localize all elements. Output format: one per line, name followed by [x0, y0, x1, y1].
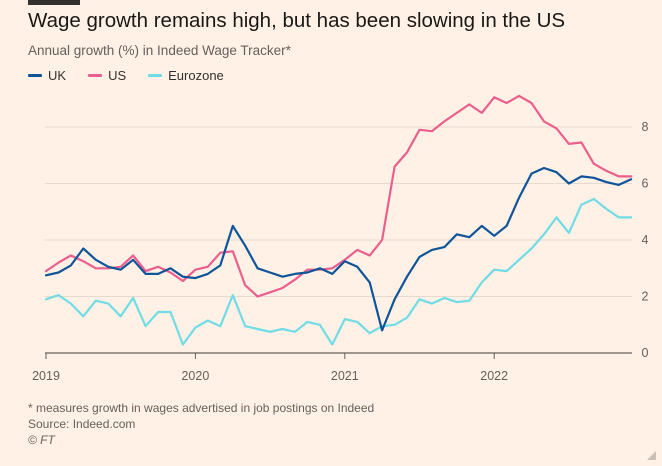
resize-handle-icon — [647, 451, 656, 460]
legend-label-us: US — [108, 67, 127, 83]
legend-label-eurozone: Eurozone — [168, 67, 224, 83]
legend-item-eurozone: Eurozone — [148, 68, 224, 83]
series-line-us — [44, 94, 633, 298]
series-line-eurozone — [44, 197, 633, 346]
legend-swatch-uk — [28, 73, 42, 77]
y-tick-label-4: 4 — [642, 233, 649, 247]
y-tick-label-8: 8 — [642, 120, 649, 134]
legend-item-us: US — [88, 68, 126, 83]
legend-swatch-us — [88, 73, 103, 77]
source-line: Source: Indeed.com — [28, 417, 136, 431]
x-tick-label-2020: 2020 — [181, 369, 209, 383]
y-tick-label-0: 0 — [642, 346, 649, 360]
x-tick-label-2019: 2019 — [32, 369, 60, 383]
legend-swatch-eurozone — [148, 73, 163, 77]
legend-label-uk: UK — [48, 67, 67, 83]
top-accent-bar — [28, 0, 80, 5]
chart-subtitle: Annual growth (%) in Indeed Wage Tracker… — [28, 43, 291, 58]
y-tick-label-6: 6 — [642, 177, 649, 191]
footnote: * measures growth in wages advertised in… — [28, 401, 375, 415]
series-line-uk — [44, 166, 633, 332]
chart-title: Wage growth remains high, but has been s… — [28, 9, 566, 32]
x-tick-label-2022: 2022 — [480, 369, 508, 383]
x-tick-label-2021: 2021 — [331, 369, 359, 383]
legend: UK US Eurozone — [28, 66, 246, 84]
copyright: © FT — [28, 433, 55, 447]
legend-item-uk: UK — [28, 68, 66, 83]
y-tick-label-2: 2 — [642, 290, 649, 304]
